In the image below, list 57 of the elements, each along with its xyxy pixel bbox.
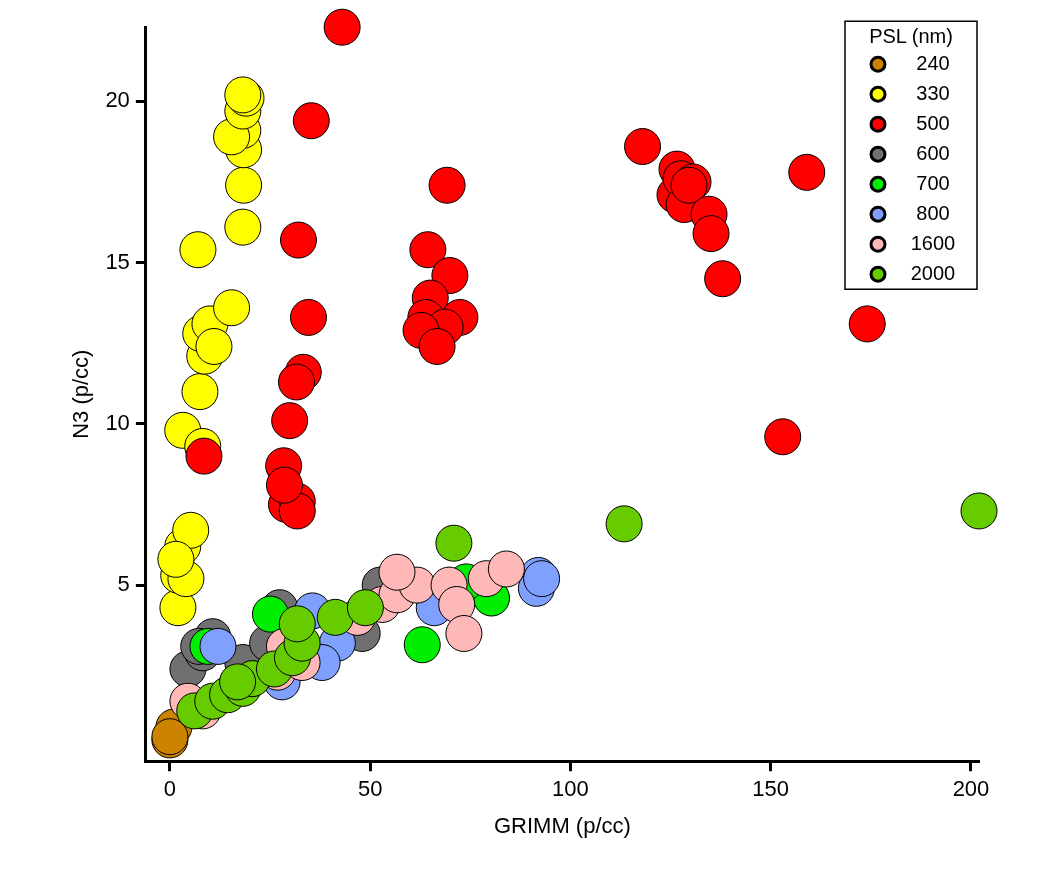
- x-axis-title: GRIMM (p/cc): [493, 812, 631, 838]
- y-tick-label: 15: [105, 248, 130, 274]
- point: [403, 626, 441, 664]
- point: [605, 505, 643, 543]
- point: [764, 418, 802, 456]
- x-tick-label: 50: [357, 776, 383, 802]
- legend-label: 330: [916, 81, 950, 104]
- point: [289, 298, 327, 336]
- point: [185, 437, 223, 475]
- point: [438, 585, 476, 623]
- point: [213, 289, 251, 327]
- point: [323, 8, 361, 46]
- point: [435, 524, 473, 562]
- point: [172, 511, 210, 549]
- point: [692, 215, 730, 253]
- point: [704, 260, 742, 298]
- point: [219, 663, 257, 701]
- point: [487, 550, 525, 588]
- point: [271, 402, 309, 440]
- point: [960, 492, 998, 530]
- point: [316, 598, 354, 636]
- point: [181, 373, 219, 411]
- legend-title: PSL (nm): [869, 24, 953, 47]
- point: [179, 231, 217, 269]
- point: [225, 166, 263, 204]
- point: [428, 166, 466, 204]
- point: [292, 102, 330, 140]
- point: [445, 614, 483, 652]
- point: [418, 327, 456, 365]
- y-tick-label: 20: [105, 87, 130, 113]
- point: [279, 221, 317, 259]
- x-tick-label: 0: [163, 776, 177, 802]
- legend-label: 1600: [910, 231, 956, 254]
- point: [378, 553, 416, 591]
- legend-label: 240: [916, 51, 950, 74]
- legend-label: 500: [916, 111, 950, 134]
- y-tick-label: 5: [117, 571, 130, 597]
- point: [195, 327, 233, 365]
- y-tick-label: 10: [105, 409, 130, 435]
- point: [346, 589, 384, 627]
- point: [277, 363, 315, 401]
- point: [788, 153, 826, 191]
- point: [848, 305, 886, 343]
- point: [624, 128, 662, 166]
- point: [159, 589, 197, 627]
- x-tick-label: 150: [752, 776, 790, 802]
- point: [224, 208, 262, 246]
- legend-label: 600: [916, 141, 950, 164]
- legend-label: 800: [916, 201, 950, 224]
- x-tick-label: 200: [952, 776, 990, 802]
- y-axis-title: N3 (p/cc): [68, 349, 94, 439]
- point: [409, 231, 447, 269]
- point: [278, 605, 316, 643]
- point: [199, 627, 237, 665]
- x-tick-label: 100: [552, 776, 589, 802]
- legend-label: 700: [916, 171, 950, 194]
- legend-label: 2000: [910, 261, 956, 284]
